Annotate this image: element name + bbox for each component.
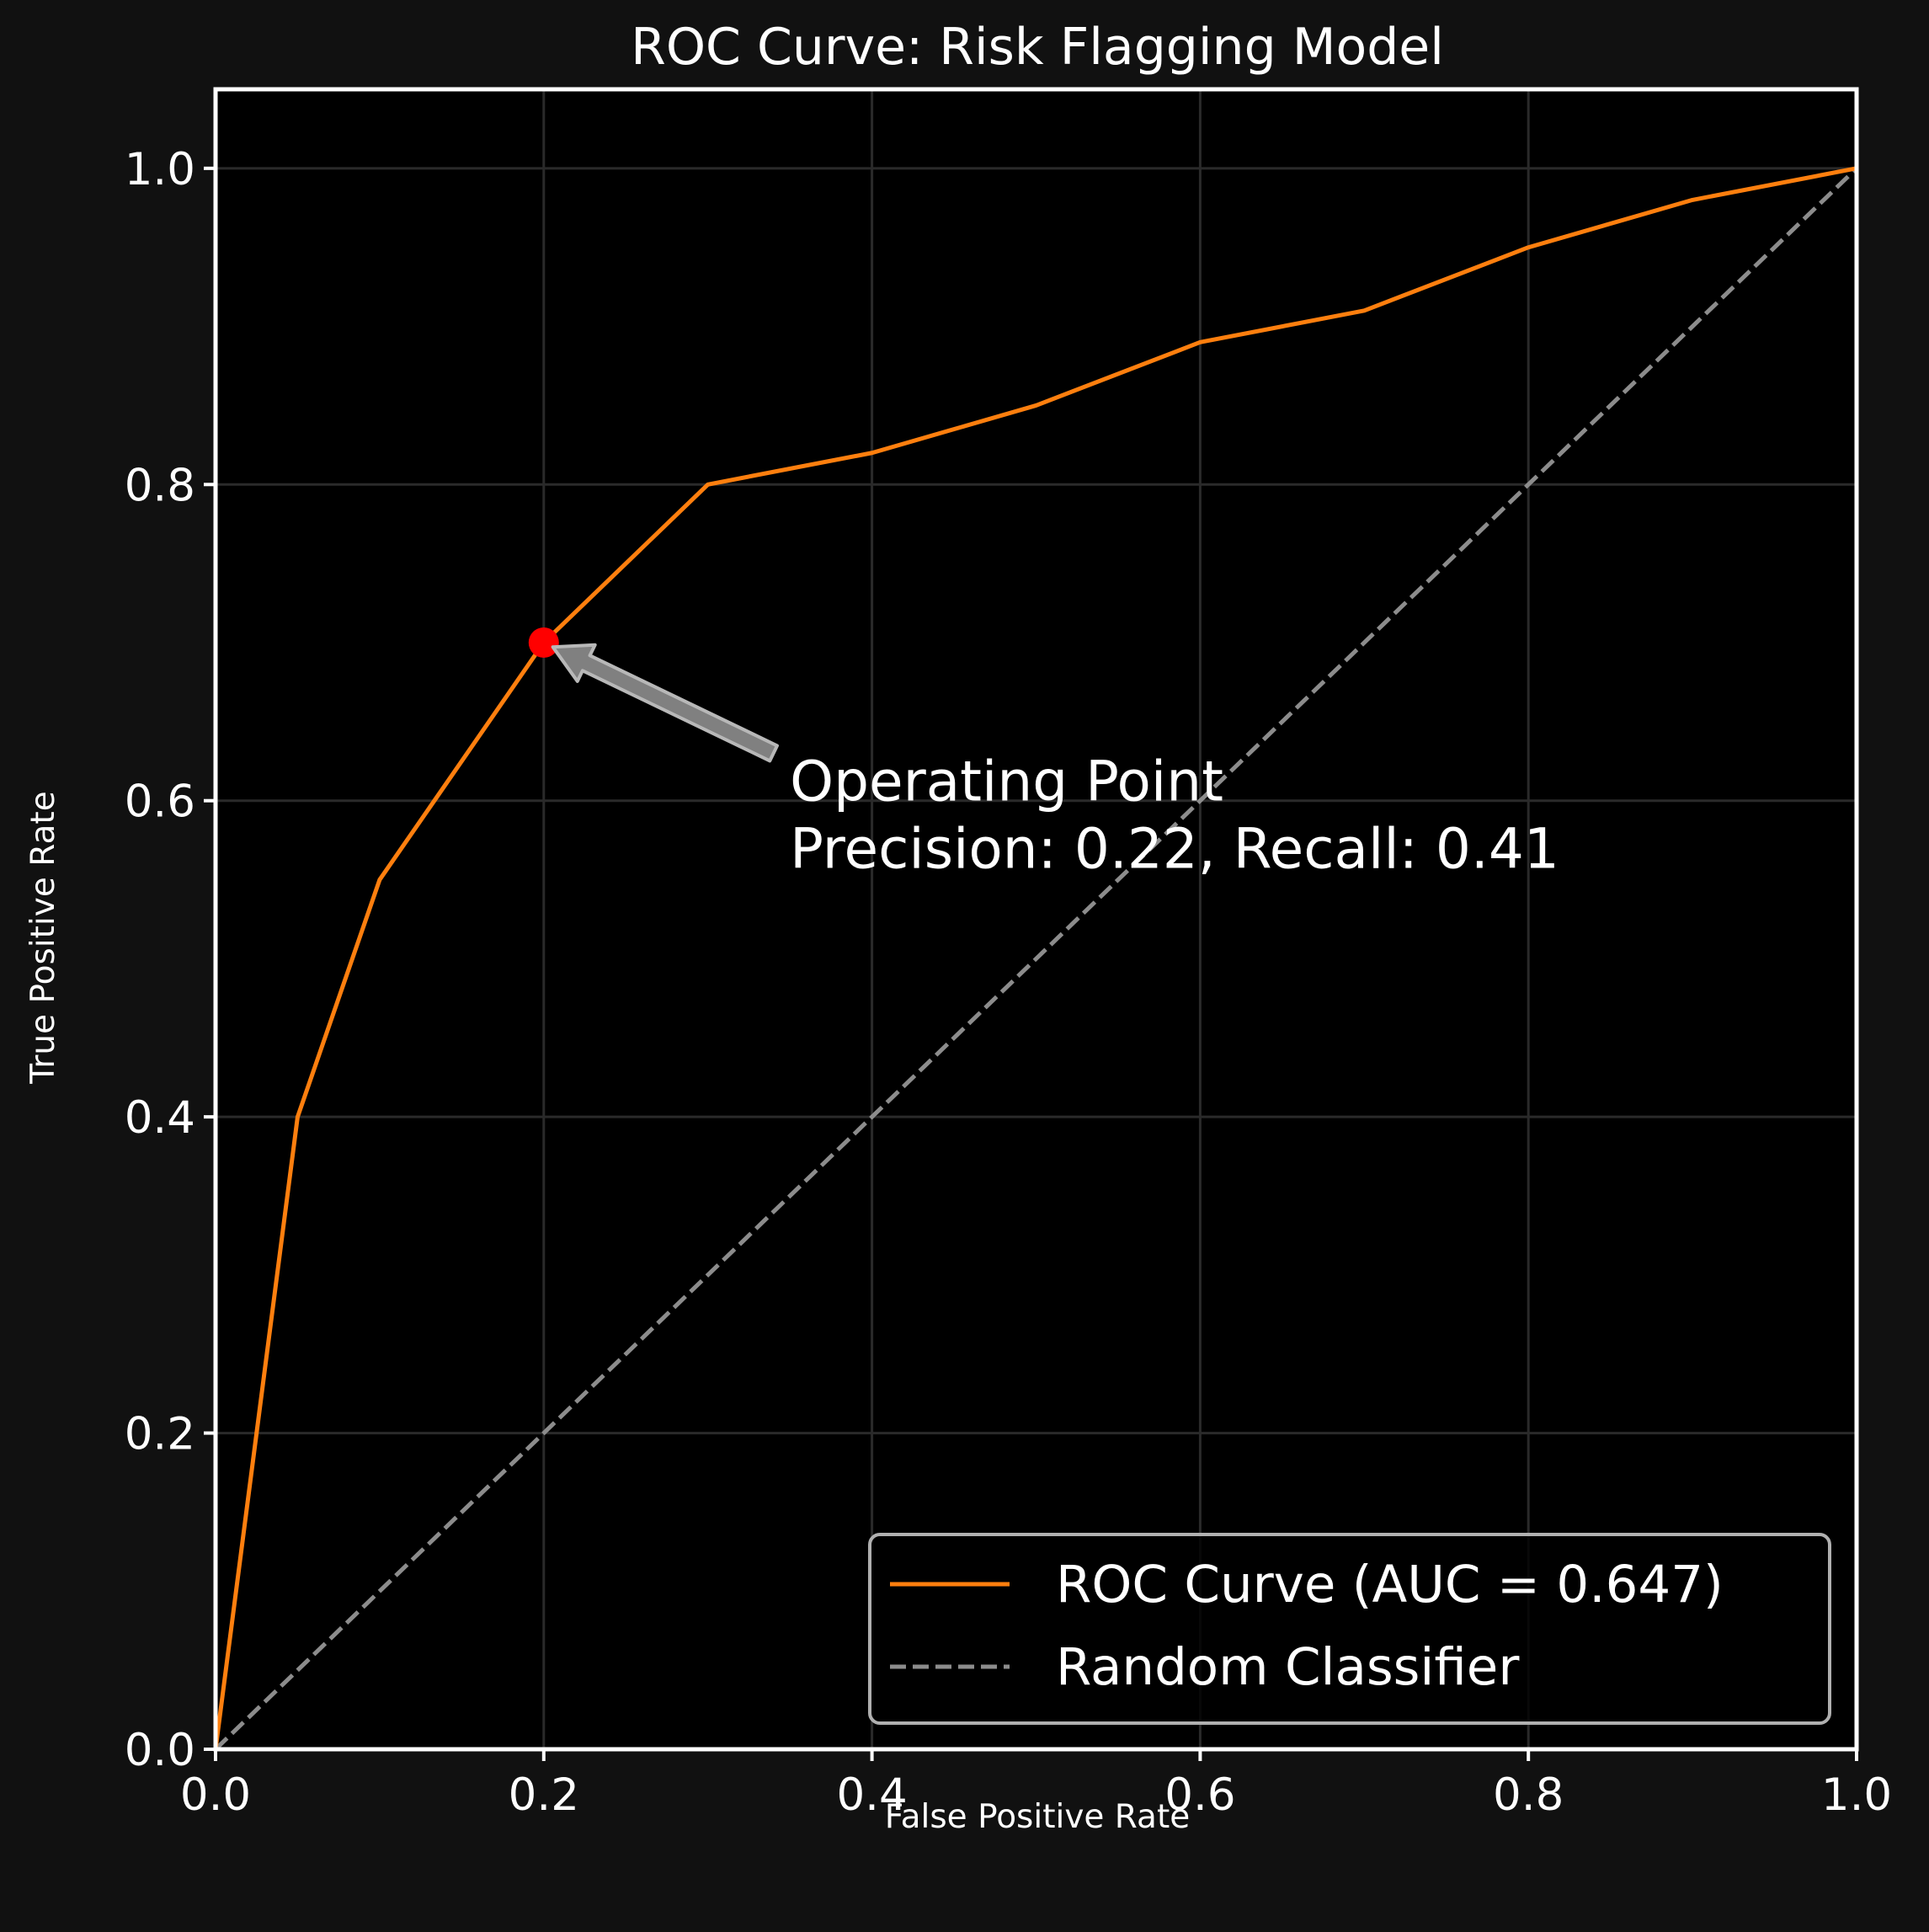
y-tick-label: 0.0	[125, 1725, 195, 1776]
legend: ROC Curve (AUC = 0.647) Random Classifier	[868, 1533, 1831, 1725]
operating-point-marker	[528, 627, 559, 658]
annotation-title: Operating Point	[790, 750, 1223, 814]
annotation-metrics: Precision: 0.22, Recall: 0.41	[790, 817, 1559, 882]
x-tick-label: 0.0	[180, 1769, 251, 1821]
y-tick-label: 1.0	[125, 144, 195, 195]
y-tick-label: 0.6	[125, 777, 195, 828]
grid-lines	[214, 89, 1858, 1751]
x-tick-label: 0.2	[509, 1769, 579, 1821]
x-axis-label: False Positive Rate	[885, 1798, 1190, 1836]
y-tick-label: 0.2	[125, 1409, 195, 1460]
annotation-arrow	[551, 643, 779, 763]
axis-ticks: 0.0 0.2 0.4 0.6 0.8 1.0 0.0 0.2 0.4 0.6 0.8 1.0	[125, 144, 1892, 1821]
chart-title: ROC Curve: Risk Flagging Model	[631, 18, 1444, 77]
y-tick-label: 0.4	[125, 1092, 195, 1144]
random-classifier-line	[214, 167, 1858, 1751]
roc-curve-line	[213, 166, 1857, 1750]
y-axis-label: True Positive Rate	[24, 791, 62, 1084]
x-tick-label: 1.0	[1821, 1769, 1892, 1821]
legend-label-random: Random Classifier	[1056, 1637, 1520, 1697]
x-tick-label: 0.4	[836, 1769, 907, 1821]
legend-label-roc: ROC Curve (AUC = 0.647)	[1056, 1555, 1724, 1614]
x-tick-label: 0.8	[1493, 1769, 1564, 1821]
series-layer	[213, 166, 1858, 1751]
plot-background	[216, 89, 1857, 1749]
y-tick-label: 0.8	[125, 460, 195, 511]
x-tick-label: 0.6	[1164, 1769, 1235, 1821]
legend-box	[868, 1533, 1831, 1725]
plot-frame	[213, 87, 1859, 1752]
